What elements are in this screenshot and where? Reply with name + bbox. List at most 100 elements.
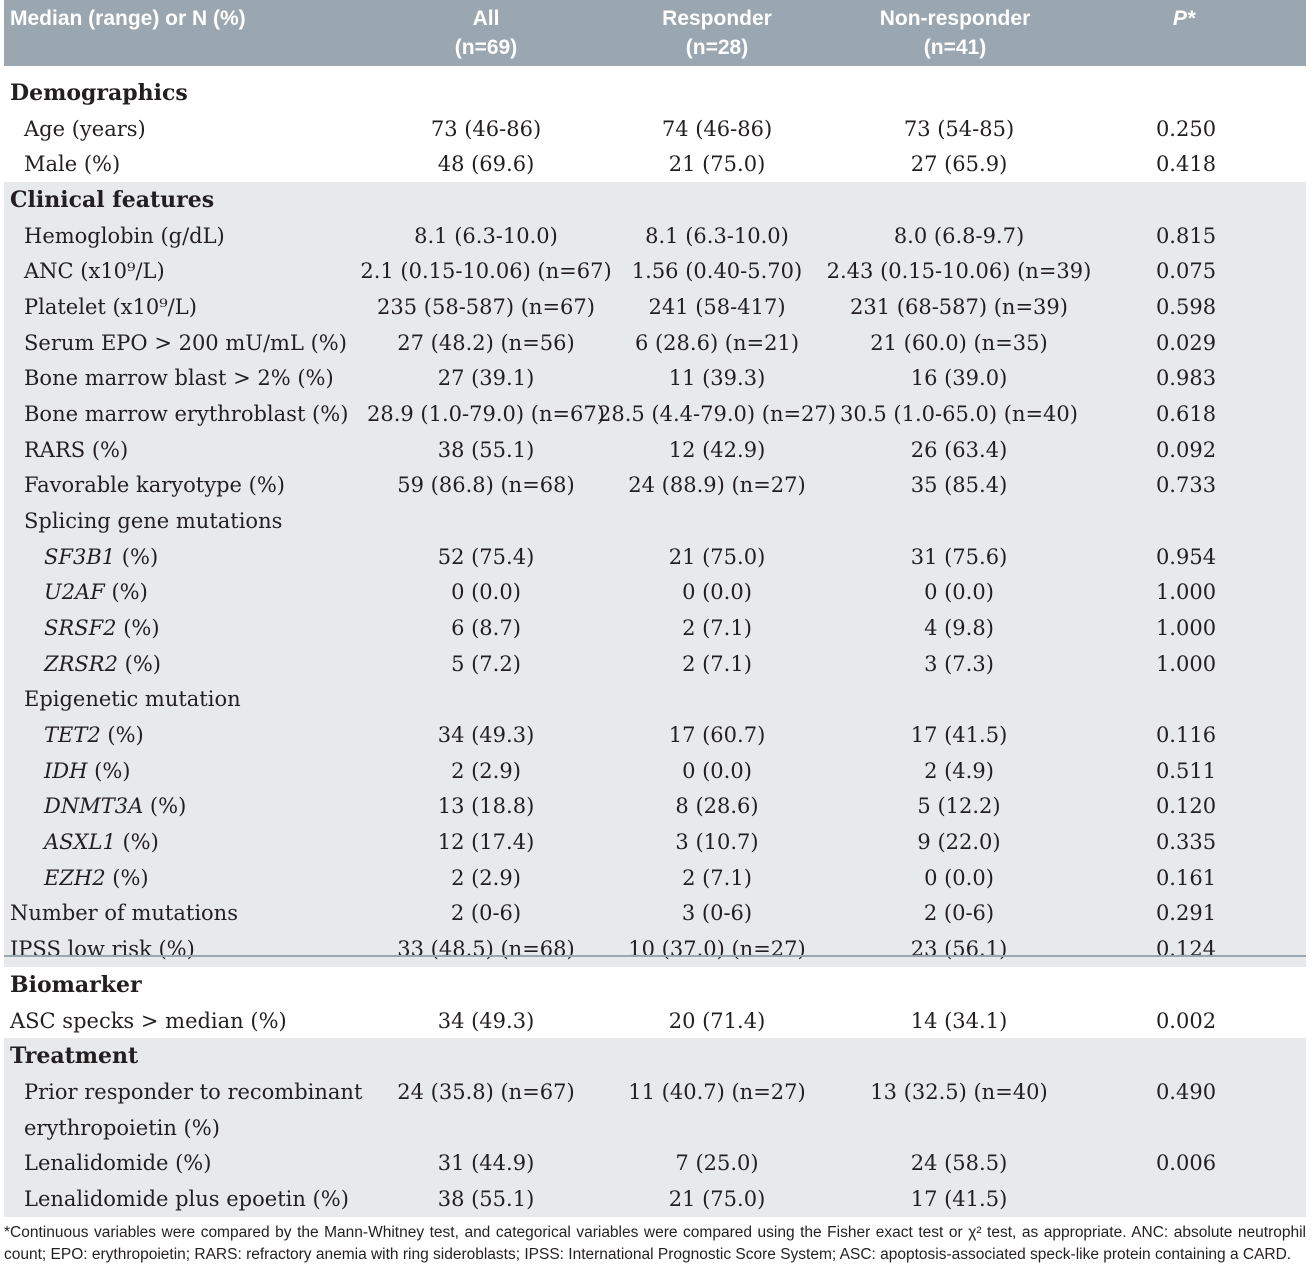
- table-row: ZRSR2 (%) 5 (7.2) 2 (7.1) 3 (7.3) 1.000: [4, 646, 1306, 682]
- value-responder: 8 (28.6): [675, 794, 759, 818]
- value-all: 38 (55.1): [437, 1187, 535, 1211]
- row-label: DNMT3A (%): [44, 788, 186, 824]
- row-label: erythropoietin (%): [24, 1116, 220, 1140]
- value-non-responder: 5 (12.2): [917, 794, 1001, 818]
- value-responder: 2 (7.1): [682, 866, 752, 890]
- value-all: 34 (49.3): [437, 723, 535, 747]
- row-label: ASC specks > median (%): [10, 1009, 287, 1033]
- value-all: 6 (8.7): [451, 616, 521, 640]
- value-non-responder: 4 (9.8): [924, 616, 994, 640]
- row-label: Bone marrow erythroblast (%): [24, 402, 349, 426]
- table-row: RARS (%) 38 (55.1) 12 (42.9) 26 (63.4) 0.092: [4, 432, 1306, 468]
- value-responder: 8.1 (6.3-10.0): [645, 224, 789, 248]
- value-p: 0.029: [1155, 331, 1217, 355]
- value-responder: 3 (10.7): [675, 830, 759, 854]
- value-p: 0.335: [1155, 830, 1217, 854]
- value-all: 2 (0-6): [450, 901, 522, 925]
- header-all: All: [472, 7, 500, 30]
- table-row: Splicing gene mutations: [4, 503, 1306, 539]
- value-p: 0.291: [1155, 901, 1217, 925]
- gene-name: ASXL1: [44, 830, 116, 854]
- value-non-responder: 30.5 (1.0-65.0) (n=40): [840, 402, 1078, 426]
- row-label: Epigenetic mutation: [24, 687, 241, 711]
- value-non-responder: 35 (85.4): [910, 473, 1008, 497]
- value-responder: 7 (25.0): [675, 1151, 759, 1175]
- value-all: 13 (18.8): [437, 794, 535, 818]
- unit-suffix: (%): [115, 545, 159, 569]
- value-p: 0.618: [1155, 402, 1217, 426]
- row-label: IPSS low risk (%): [10, 937, 195, 961]
- gene-name: DNMT3A: [44, 794, 144, 818]
- value-non-responder: 17 (41.5): [910, 723, 1008, 747]
- value-all: 12 (17.4): [437, 830, 535, 854]
- table-row: IDH (%) 2 (2.9) 0 (0.0) 2 (4.9) 0.511: [4, 753, 1306, 789]
- value-all: 27 (39.1): [437, 366, 535, 390]
- value-p: 0.075: [1155, 259, 1217, 283]
- gene-name: EZH2: [44, 866, 106, 890]
- value-responder: 74 (46-86): [661, 117, 773, 141]
- value-p: 0.116: [1155, 723, 1217, 747]
- table-row: Male (%) 48 (69.6) 21 (75.0) 27 (65.9) 0.418: [4, 146, 1306, 182]
- header-p-value: P*: [1172, 7, 1196, 30]
- value-responder: 0 (0.0): [682, 759, 752, 783]
- value-p: 0.124: [1155, 937, 1217, 961]
- unit-suffix: (%): [104, 580, 148, 604]
- table-row: Epigenetic mutation: [4, 681, 1306, 717]
- value-p: 0.598: [1155, 295, 1217, 319]
- value-all: 2.1 (0.15-10.06) (n=67): [360, 259, 612, 283]
- unit-suffix: (%): [117, 652, 161, 676]
- value-non-responder: 23 (56.1): [910, 937, 1008, 961]
- value-all: 235 (58-587) (n=67): [377, 295, 595, 319]
- header-label: Median (range) or N (%): [10, 7, 246, 30]
- value-all: 8.1 (6.3-10.0): [414, 224, 558, 248]
- value-p: 0.092: [1155, 438, 1217, 462]
- table-row: U2AF (%) 0 (0.0) 0 (0.0) 0 (0.0) 1.000: [4, 574, 1306, 610]
- value-p: 0.954: [1155, 545, 1217, 569]
- value-p: 0.250: [1155, 117, 1217, 141]
- header-all-n: (n=69): [454, 36, 518, 59]
- value-all: 73 (46-86): [430, 117, 542, 141]
- value-responder: 21 (75.0): [668, 152, 766, 176]
- value-responder: 6 (28.6) (n=21): [634, 331, 800, 355]
- header-responder: Responder: [662, 7, 772, 30]
- value-all: 24 (35.8) (n=67): [397, 1080, 575, 1104]
- row-label: IDH (%): [44, 753, 130, 789]
- value-responder: 24 (88.9) (n=27): [628, 473, 806, 497]
- row-label: Lenalidomide (%): [24, 1151, 212, 1175]
- value-p: 0.815: [1155, 224, 1217, 248]
- value-p: 0.418: [1155, 152, 1217, 176]
- table-row: SRSF2 (%) 6 (8.7) 2 (7.1) 4 (9.8) 1.000: [4, 610, 1306, 646]
- table-header: Median (range) or N (%) All (n=69) Respo…: [4, 0, 1306, 66]
- value-non-responder: 231 (68-587) (n=39): [850, 295, 1068, 319]
- section-heading: Treatment: [10, 1043, 139, 1069]
- value-all: 34 (49.3): [437, 1009, 535, 1033]
- row-label: ZRSR2 (%): [44, 646, 161, 682]
- row-label: Favorable karyotype (%): [24, 473, 285, 497]
- table-row: Lenalidomide plus epoetin (%) 38 (55.1) 21…: [4, 1181, 1306, 1217]
- row-label: Platelet (x10⁹/L): [24, 295, 197, 319]
- value-all: 28.9 (1.0-79.0) (n=67): [367, 402, 605, 426]
- value-responder: 21 (75.0): [668, 1187, 766, 1211]
- value-non-responder: 27 (65.9): [910, 152, 1008, 176]
- row-label: RARS (%): [24, 438, 129, 462]
- table-row: Lenalidomide (%) 31 (44.9) 7 (25.0) 24 (58.…: [4, 1145, 1306, 1181]
- row-label: ANC (x10⁹/L): [24, 259, 165, 283]
- value-all: 48 (69.6): [437, 152, 535, 176]
- header-responder-n: (n=28): [685, 36, 749, 59]
- value-non-responder: 2 (4.9): [924, 759, 994, 783]
- value-non-responder: 21 (60.0) (n=35): [870, 331, 1048, 355]
- value-responder: 28.5 (4.4-79.0) (n=27): [598, 402, 836, 426]
- row-label: Number of mutations: [10, 901, 238, 925]
- table-footnote: *Continuous variables were compared by t…: [4, 1224, 1306, 1263]
- unit-suffix: (%): [105, 866, 149, 890]
- value-all: 27 (48.2) (n=56): [397, 331, 575, 355]
- value-non-responder: 3 (7.3): [924, 652, 994, 676]
- table-row: Bone marrow blast > 2% (%) 27 (39.1) 11 (3…: [4, 360, 1306, 396]
- row-label: SRSF2 (%): [44, 610, 160, 646]
- value-non-responder: 14 (34.1): [910, 1009, 1008, 1033]
- gene-name: SRSF2: [44, 616, 117, 640]
- value-responder: 11 (40.7) (n=27): [628, 1080, 806, 1104]
- value-non-responder: 16 (39.0): [910, 366, 1008, 390]
- value-p: 0.490: [1155, 1080, 1217, 1104]
- value-non-responder: 2 (0-6): [923, 901, 995, 925]
